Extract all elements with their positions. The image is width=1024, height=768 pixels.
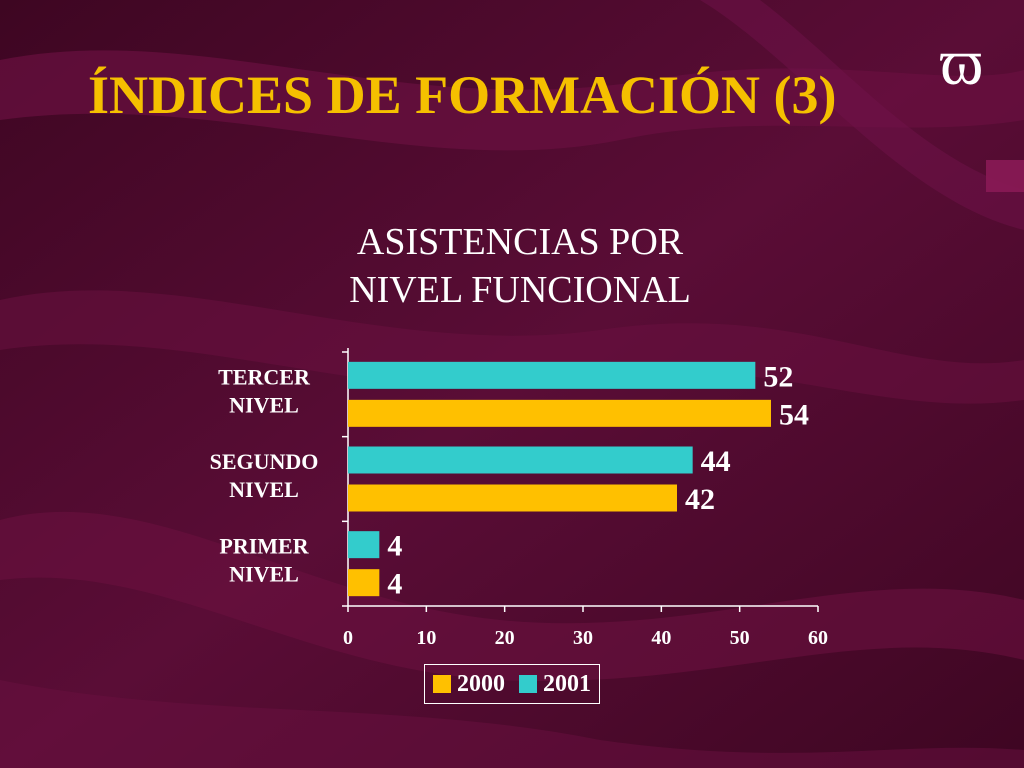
legend-label-2001: 2001 [543,670,591,697]
chart-title: ASISTENCIAS POR NIVEL FUNCIONAL [260,218,780,314]
legend-swatch-2001 [519,675,537,693]
chart-legend: 2000 2001 [424,664,600,704]
data-label: 4 [387,530,402,563]
bar-2000-0 [348,399,771,427]
slide-title: ÍNDICES DE FORMACIÓN (3) [88,65,837,125]
data-label: 44 [701,445,731,478]
bar-2001-2 [348,531,380,559]
category-label: TERCER [218,364,311,389]
data-label: 54 [779,398,809,431]
category-label: NIVEL [229,562,299,587]
chart-title-line-1: ASISTENCIAS POR [356,221,684,263]
legend-label-2000: 2000 [457,670,505,697]
x-tick-label: 60 [808,627,828,649]
x-tick-label: 30 [573,627,593,649]
legend-item-2000: 2000 [433,671,505,698]
x-tick-label: 40 [651,627,671,649]
bar-2001-0 [348,361,756,389]
category-label: SEGUNDO [210,449,319,474]
data-label: 42 [685,483,715,516]
bar-2000-2 [348,569,380,597]
x-tick-label: 20 [495,627,515,649]
x-tick-label: 10 [416,627,436,649]
chart-title-line-2: NIVEL FUNCIONAL [349,269,691,311]
bar-2001-1 [348,446,693,474]
data-label: 52 [763,360,793,393]
x-tick-label: 50 [730,627,750,649]
bar-2000-1 [348,484,677,512]
omega-pi-logo-icon: ϖ [940,26,984,99]
data-label: 4 [387,568,402,601]
category-label: PRIMER [219,534,309,559]
category-label: NIVEL [229,477,299,502]
x-tick-label: 0 [343,627,353,649]
legend-item-2001: 2001 [519,671,591,698]
category-label: NIVEL [229,392,299,417]
legend-swatch-2000 [433,675,451,693]
